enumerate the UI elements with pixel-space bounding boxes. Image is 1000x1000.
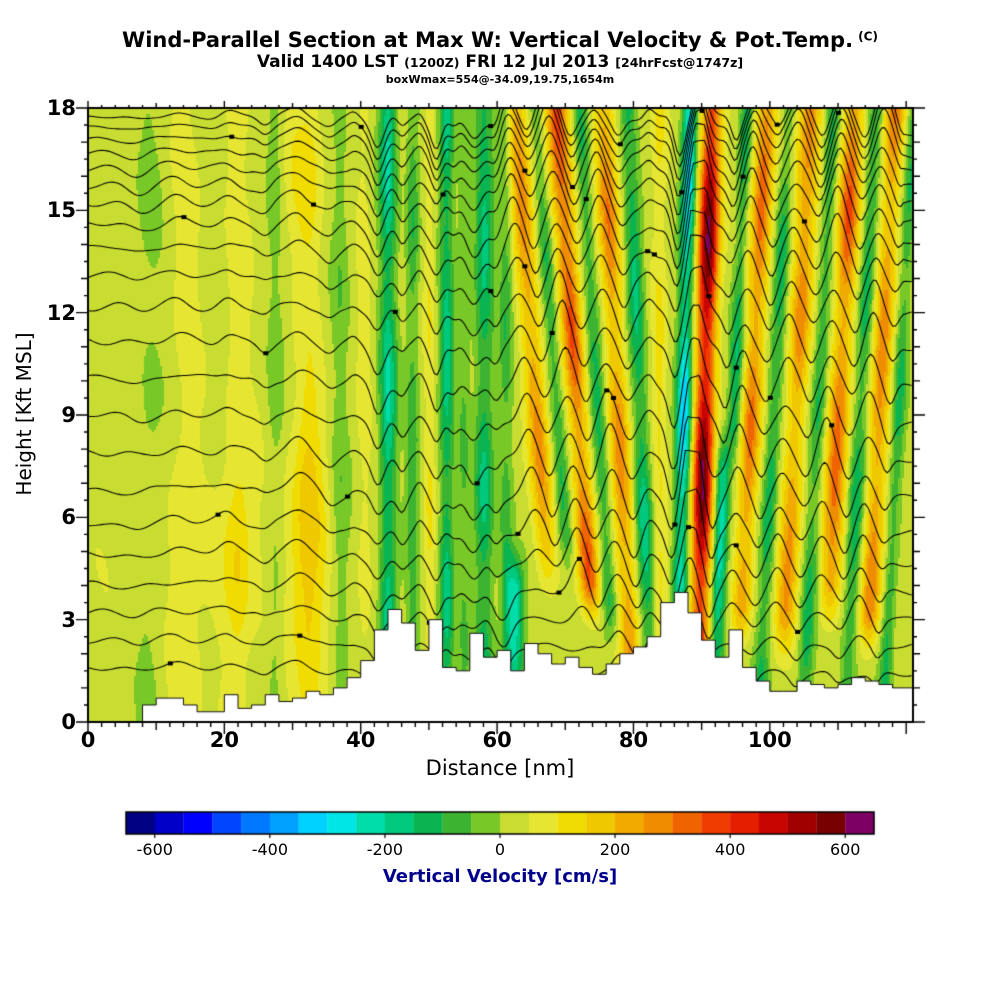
x-axis-tick-label: 60: [482, 728, 512, 752]
y-axis-tick-label: 9: [61, 403, 76, 427]
x-axis-tick-label: 80: [618, 728, 649, 752]
y-axis-tick-label: 15: [46, 198, 76, 223]
y-axis-tick-label: 18: [46, 96, 76, 120]
colorbar-label: Vertical Velocity [cm/s]: [382, 866, 618, 887]
x-axis-tick-label: 20: [209, 728, 239, 752]
page-title: Wind-Parallel Section at Max W: Vertical…: [0, 28, 1000, 52]
colorbar-tick-label: 200: [599, 840, 631, 859]
x-axis-tick-label: 40: [346, 728, 376, 752]
x-axis-tick-label: 0: [80, 728, 96, 752]
colorbar-tick-label: -200: [366, 840, 404, 859]
subtitle-forecast-tag: [24hrFcst@1747z]: [615, 55, 744, 71]
x-axis-label: Distance [nm]: [425, 756, 575, 780]
subtitle-date: FRI 12 Jul 2013: [465, 52, 610, 73]
y-axis-label: Height [Kft MSL]: [12, 332, 36, 496]
colorbar-tick-label: -600: [136, 840, 173, 859]
chart-title-units: (C): [858, 29, 878, 44]
y-axis-tick-label: 3: [61, 607, 76, 632]
subtitle-zulu-time: (1200Z): [404, 55, 460, 71]
header: Wind-Parallel Section at Max W: Vertical…: [0, 28, 1000, 86]
y-axis-tick-label: 12: [46, 300, 76, 325]
colorbar-tick-label: 0: [494, 840, 506, 859]
x-axis-tick-label: 100: [747, 728, 792, 752]
colorbar-tick-label: -400: [251, 840, 288, 859]
chart-title: Wind-Parallel Section at Max W: Vertical…: [122, 28, 854, 52]
chart-subtitle: Valid 1400 LST (1200Z) FRI 12 Jul 2013 […: [0, 52, 1000, 73]
y-axis-tick-label: 0: [61, 710, 76, 734]
colorbar-tick-label: 600: [829, 840, 861, 859]
colorbar-tick-label: 400: [714, 840, 746, 859]
subtitle-valid-time: Valid 1400 LST: [256, 52, 399, 73]
chart-info-line: boxWmax=554@-34.09,19.75,1654m: [385, 72, 615, 86]
y-axis-tick-label: 6: [61, 505, 76, 530]
